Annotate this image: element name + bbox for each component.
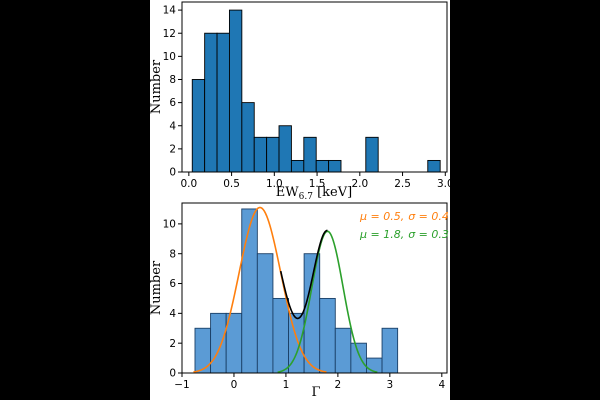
top-x-axis: 0.0 0.5 1.0 1.5 2.0 2.5 3.0 <box>180 172 454 190</box>
histogram-bar <box>256 253 274 374</box>
y-tick-label: 2 <box>169 338 176 350</box>
x-tick-label: 2.5 <box>394 178 411 190</box>
x-tick-label: 3.0 <box>437 178 454 190</box>
bottom-y-axis-label: Number <box>149 260 164 315</box>
green-fit-annotation: μ = 1.8, σ = 0.3 <box>359 228 449 241</box>
histogram-bar <box>381 327 399 374</box>
x-tick-label: 0.5 <box>223 178 240 190</box>
x-tick-label: 1.0 <box>266 178 283 190</box>
bottom-x-axis-label: Γ <box>311 385 320 400</box>
y-tick-label: 4 <box>169 120 176 132</box>
y-tick-label: 0 <box>169 167 176 179</box>
y-tick-label: 8 <box>169 74 176 86</box>
gaussian-fit-curves <box>193 206 378 373</box>
y-tick-label: 0 <box>169 368 176 380</box>
histogram-bar <box>266 136 280 173</box>
histogram-bar <box>241 208 258 374</box>
x-tick-label: 1.5 <box>309 178 326 190</box>
top-histogram-panel: 0.0 0.5 1.0 1.5 2.0 2.5 3.0 0 2 4 6 8 10 12 14 EW6.7 … <box>149 1 454 202</box>
histogram-bar <box>319 297 336 374</box>
x-tick-label: −1 <box>174 379 189 391</box>
histogram-bar <box>253 136 268 173</box>
top-x-axis-label: EW6.7 [keV] <box>276 185 352 202</box>
bottom-axes-frame <box>181 202 448 374</box>
top-y-axis-label: Number <box>149 59 164 114</box>
histogram-bar <box>315 159 330 173</box>
y-tick-label: 14 <box>163 5 177 17</box>
histogram-bar <box>204 32 218 173</box>
histogram-bar <box>210 312 227 374</box>
sum-fit-curve <box>279 229 328 320</box>
histogram-bar <box>427 159 441 173</box>
x-tick-label: 0 <box>231 379 238 391</box>
bottom-y-axis: 0 2 4 6 8 10 <box>163 218 182 380</box>
y-tick-label: 2 <box>169 143 176 155</box>
y-tick-label: 6 <box>169 97 176 109</box>
x-tick-label: 2.0 <box>351 178 368 190</box>
y-tick-label: 10 <box>163 218 176 230</box>
histogram-bar <box>350 342 367 374</box>
x-tick-label: 3 <box>386 379 393 391</box>
histogram-bar <box>303 136 317 173</box>
x-tick-label: 1 <box>283 379 290 391</box>
histogram-bar <box>228 9 243 173</box>
gaussian-fit-curve <box>193 206 327 373</box>
x-tick-label: 2 <box>335 379 342 391</box>
x-tick-label: 4 <box>438 379 445 391</box>
top-histogram-bars <box>191 9 441 173</box>
histogram-bar <box>328 159 342 173</box>
histogram-bar <box>191 79 206 173</box>
histogram-bar <box>278 125 292 173</box>
y-tick-label: 8 <box>169 248 176 260</box>
gaussian-fit-curve <box>277 230 378 373</box>
histogram-bar <box>241 102 255 173</box>
histogram-bar <box>216 32 230 173</box>
top-y-axis: 0 2 4 6 8 10 12 14 <box>163 5 182 179</box>
top-axes-frame <box>181 1 448 173</box>
histogram-bar <box>365 136 379 173</box>
y-tick-label: 6 <box>169 278 176 290</box>
y-tick-label: 10 <box>163 51 176 63</box>
histogram-bar <box>272 297 289 374</box>
orange-fit-annotation: μ = 0.5, σ = 0.4 <box>359 210 449 223</box>
histogram-bar <box>290 159 305 173</box>
bottom-x-axis: −1 0 1 2 3 4 <box>174 373 445 391</box>
histogram-bar <box>334 327 352 374</box>
y-tick-label: 12 <box>163 28 176 40</box>
y-tick-label: 4 <box>169 308 176 320</box>
x-tick-label: 0.0 <box>180 178 197 190</box>
